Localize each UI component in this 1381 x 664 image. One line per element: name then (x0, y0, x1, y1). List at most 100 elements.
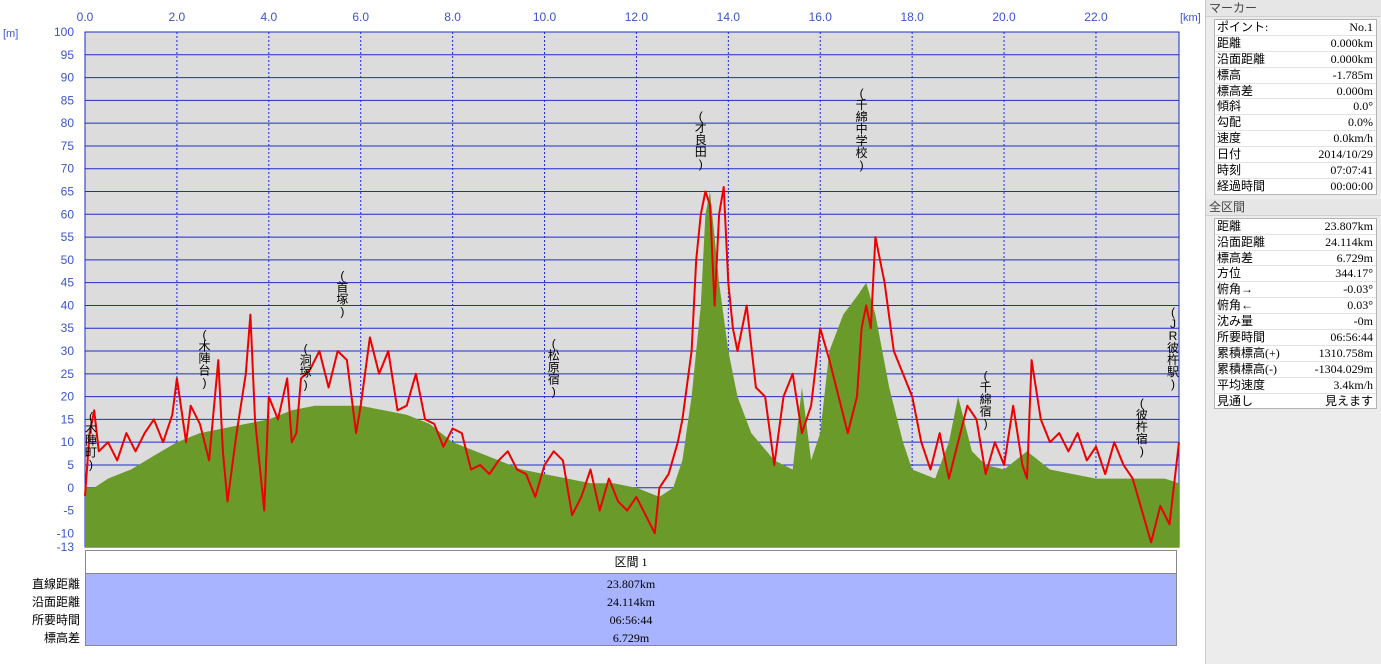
segment-body (85, 574, 1177, 646)
info-row: 標高差 6.729m (1215, 251, 1376, 267)
info-row: 日付 2014/10/29 (1215, 147, 1376, 164)
info-key: 見通し (1217, 393, 1254, 408)
place-label: (木陣台) (198, 328, 210, 390)
info-value: -1.785m (1332, 67, 1373, 82)
info-value: -0m (1353, 314, 1373, 329)
y-tick-label: 5 (67, 458, 74, 472)
info-row: 平均速度 3.4km/h (1215, 378, 1376, 394)
info-key: 所要時間 (1217, 330, 1266, 345)
segment-row-value: 24.114km (607, 595, 655, 609)
y-tick-label: -10 (57, 526, 75, 540)
y-tick-label: 80 (61, 116, 75, 130)
x-tick-label: 10.0 (533, 10, 557, 24)
info-value: 見えます (1324, 393, 1373, 408)
terrain-area (85, 191, 1179, 547)
info-key: 沈み量 (1217, 314, 1254, 329)
place-label: (木陣町) (85, 410, 97, 472)
info-value: -1304.029m (1314, 361, 1373, 376)
segment-row-label: 沿面距離 (31, 595, 80, 609)
info-value: 1310.758m (1318, 345, 1373, 360)
info-value: 07:07:41 (1330, 163, 1373, 178)
info-key: 俯角← (1217, 298, 1254, 313)
info-row: 標高 -1.785m (1215, 68, 1376, 84)
info-value: 06:56:44 (1330, 330, 1373, 345)
y-tick-label: 30 (61, 344, 75, 358)
x-tick-label: 8.0 (444, 10, 461, 24)
segment-header[interactable]: 区間 1 (85, 550, 1177, 574)
info-key: 標高 (1217, 67, 1242, 82)
x-tick-label: 2.0 (169, 10, 186, 24)
x-tick-label: 18.0 (900, 10, 924, 24)
elevation-line (84, 186, 1180, 544)
place-label: (千綿宿) (980, 369, 992, 431)
info-value: 3.4km/h (1333, 377, 1373, 392)
info-row: 経過時間 00:00:00 (1215, 179, 1376, 194)
segment-row-label: 所要時間 (31, 613, 80, 627)
x-tick-label: 12.0 (625, 10, 649, 24)
info-row: 距離 23.807km (1215, 219, 1376, 235)
info-key: 沿面距離 (1217, 234, 1266, 249)
info-row: 勾配 0.0% (1215, 115, 1376, 132)
info-row: 沿面距離 24.114km (1215, 235, 1376, 251)
place-label: (千綿中学校) (856, 86, 868, 172)
info-value: 0.000km (1330, 51, 1373, 66)
y-tick-label: 45 (61, 276, 75, 290)
info-key: 速度 (1217, 131, 1242, 146)
info-key: 勾配 (1217, 115, 1242, 130)
info-row: 所要時間 06:56:44 (1215, 330, 1376, 346)
segment-summary: 区間 1 直線距離 23.807km 沿面距離 24.114km 所要時間 06:56:4… (0, 550, 1205, 664)
place-label: (洞塚) (300, 341, 312, 391)
place-label: (J R 彼杵駅) (1167, 305, 1179, 391)
info-key: 時刻 (1217, 163, 1242, 178)
y-tick-label: 15 (61, 412, 75, 426)
marker-section-title: マーカー (1206, 0, 1381, 17)
info-row: 俯角← 0.03° (1215, 298, 1376, 315)
place-label: (彼杵宿) (1136, 396, 1148, 458)
info-value: 0.03° (1347, 298, 1373, 313)
y-tick-label: 0 (67, 481, 74, 495)
info-row: 沿面距離 0.000km (1215, 52, 1376, 68)
x-tick-label: 0.0 (77, 10, 94, 24)
marker-table: ポイント: No.1 距離 0.000km 沿面距離 0.000km 標高 -1.785m 標高… (1214, 19, 1377, 195)
info-value: 0.000km (1330, 35, 1373, 50)
place-label: (才良田) (695, 109, 707, 171)
y-tick-label: 100 (54, 25, 74, 39)
info-key: 平均速度 (1217, 377, 1266, 392)
x-tick-label: 14.0 (717, 10, 741, 24)
info-row: 俯角→ -0.03° (1215, 282, 1376, 299)
place-label: (首塚) (336, 268, 348, 318)
x-tick-label: 16.0 (809, 10, 833, 24)
y-tick-label: 75 (61, 139, 75, 153)
y-tick-label: 60 (61, 207, 75, 221)
y-unit-label: [m] (3, 28, 18, 40)
info-value: 0.0% (1348, 115, 1373, 130)
info-row: 方位 344.17° (1215, 266, 1376, 283)
segment-row-value: 06:56:44 (609, 613, 653, 627)
place-label: (松原宿) (548, 337, 560, 399)
info-key: 経過時間 (1217, 178, 1266, 193)
segment-row-value: 6.729m (612, 631, 650, 645)
info-key: 距離 (1217, 218, 1242, 233)
info-row: 累積標高(-) -1304.029m (1215, 362, 1376, 378)
info-row: 傾斜 0.0° (1215, 99, 1376, 116)
info-value: 0.000m (1336, 83, 1373, 98)
info-value: -0.03° (1343, 282, 1373, 297)
y-tick-label: 35 (61, 321, 75, 335)
y-tick-label: 50 (61, 253, 75, 267)
info-value: 6.729m (1336, 250, 1373, 265)
x-unit-label: [km] (1180, 12, 1201, 24)
info-value: 2014/10/29 (1318, 147, 1373, 162)
info-key: 標高差 (1217, 83, 1254, 98)
info-key: 俯角→ (1217, 282, 1254, 297)
y-tick-label: -13 (57, 540, 75, 554)
info-row: 速度 0.0km/h (1215, 131, 1376, 148)
y-tick-label: 25 (61, 367, 75, 381)
info-panel: マーカー ポイント: No.1 距離 0.000km 沿面距離 0.000km 標高 -1.7… (1205, 0, 1381, 664)
y-tick-label: 10 (61, 435, 75, 449)
info-row: 距離 0.000km (1215, 36, 1376, 52)
info-value: 23.807km (1324, 218, 1373, 233)
info-key: 日付 (1217, 147, 1242, 162)
info-row: ポイント: No.1 (1215, 20, 1376, 36)
info-key: 標高差 (1217, 250, 1254, 265)
elevation-chart: 1009590858075706560555045403530252015105… (3, 10, 1201, 554)
